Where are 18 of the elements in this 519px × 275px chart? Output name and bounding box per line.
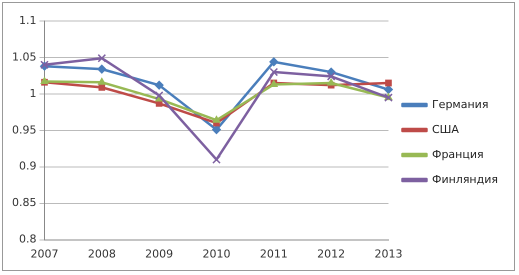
y-tick-label: 0.8	[18, 232, 36, 246]
legend-label: Франция	[432, 148, 484, 161]
legend-label: Германия	[432, 98, 488, 111]
y-tick-label: 1.05	[12, 50, 36, 64]
legend-label: Финляндия	[432, 172, 498, 186]
y-tick-label: 0.85	[12, 196, 36, 210]
y-tick-label: 1	[29, 86, 36, 100]
x-tick-label: 2013	[374, 247, 402, 260]
y-tick-label: 0.9	[18, 160, 36, 173]
x-tick-label: 2010	[202, 247, 230, 260]
x-tick-label: 2007	[30, 247, 58, 260]
x-tick-label: 2008	[88, 247, 116, 260]
x-tick-label: 2009	[145, 247, 174, 260]
legend-label: США	[432, 122, 460, 136]
x-tick-label: 2012	[317, 247, 346, 260]
y-tick-label: 1.1	[18, 14, 36, 27]
x-tick-label: 2011	[260, 247, 288, 260]
y-tick-label: 0.95	[12, 123, 36, 136]
